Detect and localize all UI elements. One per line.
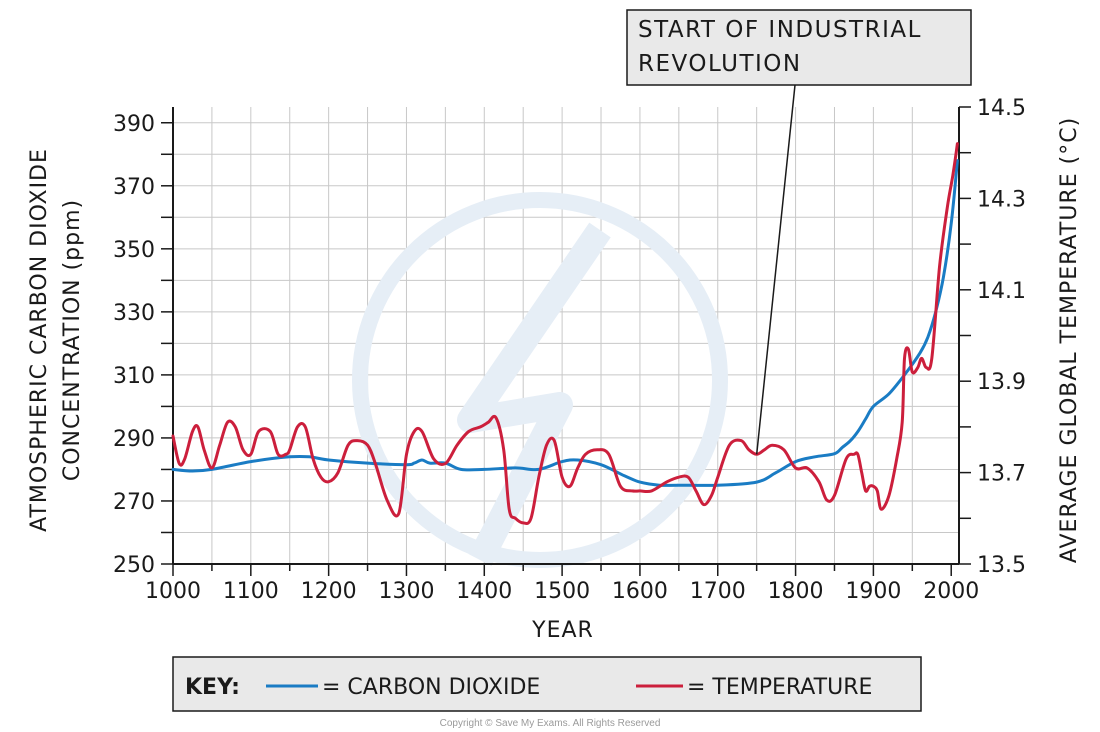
series-lines: [171, 142, 959, 525]
x-tick-label: 1800: [768, 579, 824, 604]
y-left-axis-title-line1: ATMOSPHERIC CARBON DIOXIDE: [27, 148, 52, 532]
legend-box: [172, 656, 922, 712]
y-right-tick-label: 13.9: [977, 370, 1026, 395]
x-tick-label: 1200: [301, 579, 357, 604]
y-left-tick-label: 390: [113, 112, 155, 137]
x-tick-label: 1400: [456, 579, 512, 604]
y-left-tick-label: 250: [113, 553, 155, 578]
tick-marks-and-labels: 1000 1100 1200 1300 1400 1500 1600 1700 1800 1900…: [113, 96, 1026, 604]
series-line-carbon-dioxide: [171, 159, 959, 487]
x-tick-label: 2000: [923, 579, 979, 604]
y-right-tick-label: 13.5: [977, 553, 1026, 578]
copyright-text: Copyright © Save My Exams. All Rights Re…: [440, 718, 661, 729]
x-tick-label: 1700: [690, 579, 746, 604]
watermark-logo: [352, 192, 728, 568]
y-right-tick-label: 14.1: [977, 279, 1026, 304]
annotation-box: [626, 9, 972, 86]
x-tick-label: 1900: [845, 579, 901, 604]
legend-title: KEY:: [185, 675, 240, 700]
y-left-tick-label: 330: [113, 301, 155, 326]
y-left-tick-label: 310: [113, 364, 155, 389]
axes: [172, 107, 960, 565]
x-tick-label: 1100: [223, 579, 279, 604]
x-tick-label: 1600: [612, 579, 668, 604]
legend-temp-label: = TEMPERATURE: [687, 675, 872, 700]
legend-co2-label: = CARBON DIOXIDE: [322, 675, 540, 700]
y-left-axis-title-line2: CONCENTRATION (ppm): [60, 199, 85, 481]
y-left-tick-label: 290: [113, 427, 155, 452]
y-right-tick-label: 14.3: [977, 187, 1026, 212]
annotation-pointer: [755, 84, 796, 455]
x-axis-title: YEAR: [531, 618, 594, 643]
y-left-tick-label: 350: [113, 238, 155, 263]
annotation-line2: REVOLUTION: [638, 51, 802, 77]
industrial-revolution-annotation: START OF INDUSTRIAL REVOLUTION: [626, 9, 972, 455]
gridlines: [173, 107, 959, 564]
annotation-line1: START OF INDUSTRIAL: [638, 17, 922, 43]
y-right-tick-label: 14.5: [977, 96, 1026, 121]
series-line-temperature: [171, 142, 959, 525]
x-tick-label: 1300: [378, 579, 434, 604]
legend-key: KEY: = CARBON DIOXIDE = TEMPERATURE: [172, 656, 922, 712]
x-tick-label: 1500: [534, 579, 590, 604]
x-tick-label: 1000: [145, 579, 201, 604]
y-left-tick-label: 370: [113, 175, 155, 200]
y-right-axis-title: AVERAGE GLOBAL TEMPERATURE (°C): [1057, 117, 1082, 563]
y-left-tick-label: 270: [113, 490, 155, 515]
y-right-tick-label: 13.7: [977, 462, 1026, 487]
